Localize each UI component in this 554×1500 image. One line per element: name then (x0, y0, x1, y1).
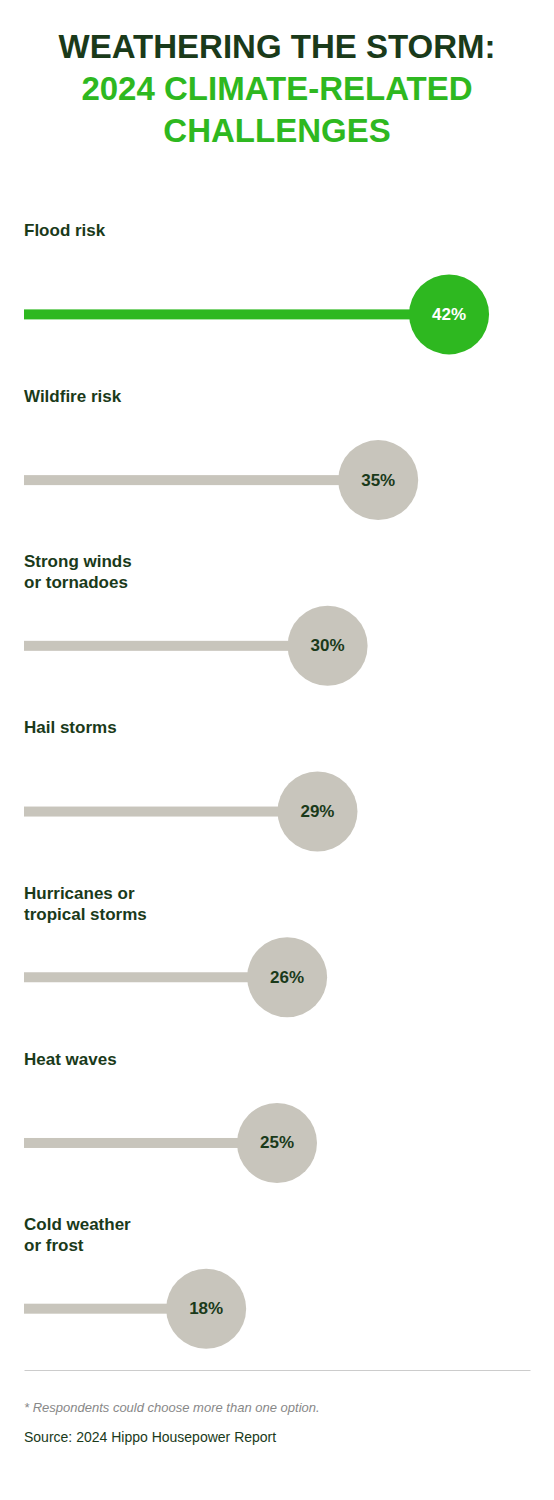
background (0, 0, 554, 1500)
chart-container: WEATHERING THE STORM: 2024 CLIMATE-RELATE… (0, 0, 554, 1500)
category-label-line: Cold weather (24, 1215, 131, 1234)
category-label: Hurricanes or tropical storms (24, 884, 147, 924)
stem (24, 641, 328, 651)
lollipop-head (237, 1103, 317, 1183)
title-word: STORM: (357, 28, 496, 65)
data-label: 29% (300, 802, 334, 821)
category-label: Strong winds or tornadoes (24, 552, 132, 592)
category-label-line: tropical storms (24, 905, 147, 924)
category-label: Hail storms (24, 718, 117, 737)
data-label: 26% (270, 968, 304, 987)
lollipop-head (288, 606, 368, 686)
stem (24, 309, 449, 319)
category-labels: Flood risk Wildfire risk Strong winds or to… (24, 221, 147, 1255)
marks (24, 274, 489, 1348)
annotation: Source: 2024 Hippo Housepower Report (24, 1429, 276, 1445)
annotations: * Respondents could choose more than one… (24, 1400, 320, 1445)
category-label-line: Flood risk (24, 221, 106, 240)
category-label: Wildfire risk (24, 387, 122, 406)
lollipop-head (247, 937, 327, 1017)
data-label: 30% (311, 636, 345, 655)
title-word: THE (282, 28, 357, 65)
x-axis-line (25, 1370, 531, 1371)
lollipop-head (277, 772, 357, 852)
lollipop-head (338, 440, 418, 520)
data-label: 18% (189, 1299, 223, 1318)
stem (24, 807, 317, 817)
annotation: * Respondents could choose more than one… (24, 1400, 320, 1415)
category-label: Heat waves (24, 1050, 117, 1069)
title-word: CLIMATE-RELATED (155, 70, 473, 107)
category-label-line: or tornadoes (24, 573, 128, 592)
title: WEATHERING THE STORM: 2024 CLIMATE-RELATE… (59, 28, 496, 149)
category-label: Cold weather or frost (24, 1215, 131, 1255)
category-label-line: Strong winds (24, 552, 132, 571)
data-labels: 42% 35% 30% 29% 26% 25% 18% (189, 305, 466, 1318)
x-axis (25, 1370, 531, 1371)
category-label-line: Heat waves (24, 1050, 117, 1069)
lollipop-head (409, 274, 489, 354)
category-label-line: or frost (24, 1236, 84, 1255)
data-label: 25% (260, 1133, 294, 1152)
stem (24, 475, 378, 485)
chart-svg: WEATHERING THE STORM: 2024 CLIMATE-RELATE… (0, 0, 554, 1500)
data-label: 35% (361, 471, 395, 490)
title-word: WEATHERING (59, 28, 282, 65)
category-label-line: Wildfire risk (24, 387, 122, 406)
data-label: 42% (432, 305, 466, 324)
category-label-line: Hurricanes or (24, 884, 135, 903)
category-label: Flood risk (24, 221, 106, 240)
category-label-line: Hail storms (24, 718, 117, 737)
lollipop-head (166, 1269, 246, 1349)
title-line: 2024 CLIMATE-RELATED (81, 70, 472, 107)
title-line: WEATHERING THE STORM: (59, 28, 496, 65)
title-word: 2024 (81, 70, 155, 107)
title-line: CHALLENGES (163, 112, 390, 149)
title-word: CHALLENGES (163, 112, 390, 149)
